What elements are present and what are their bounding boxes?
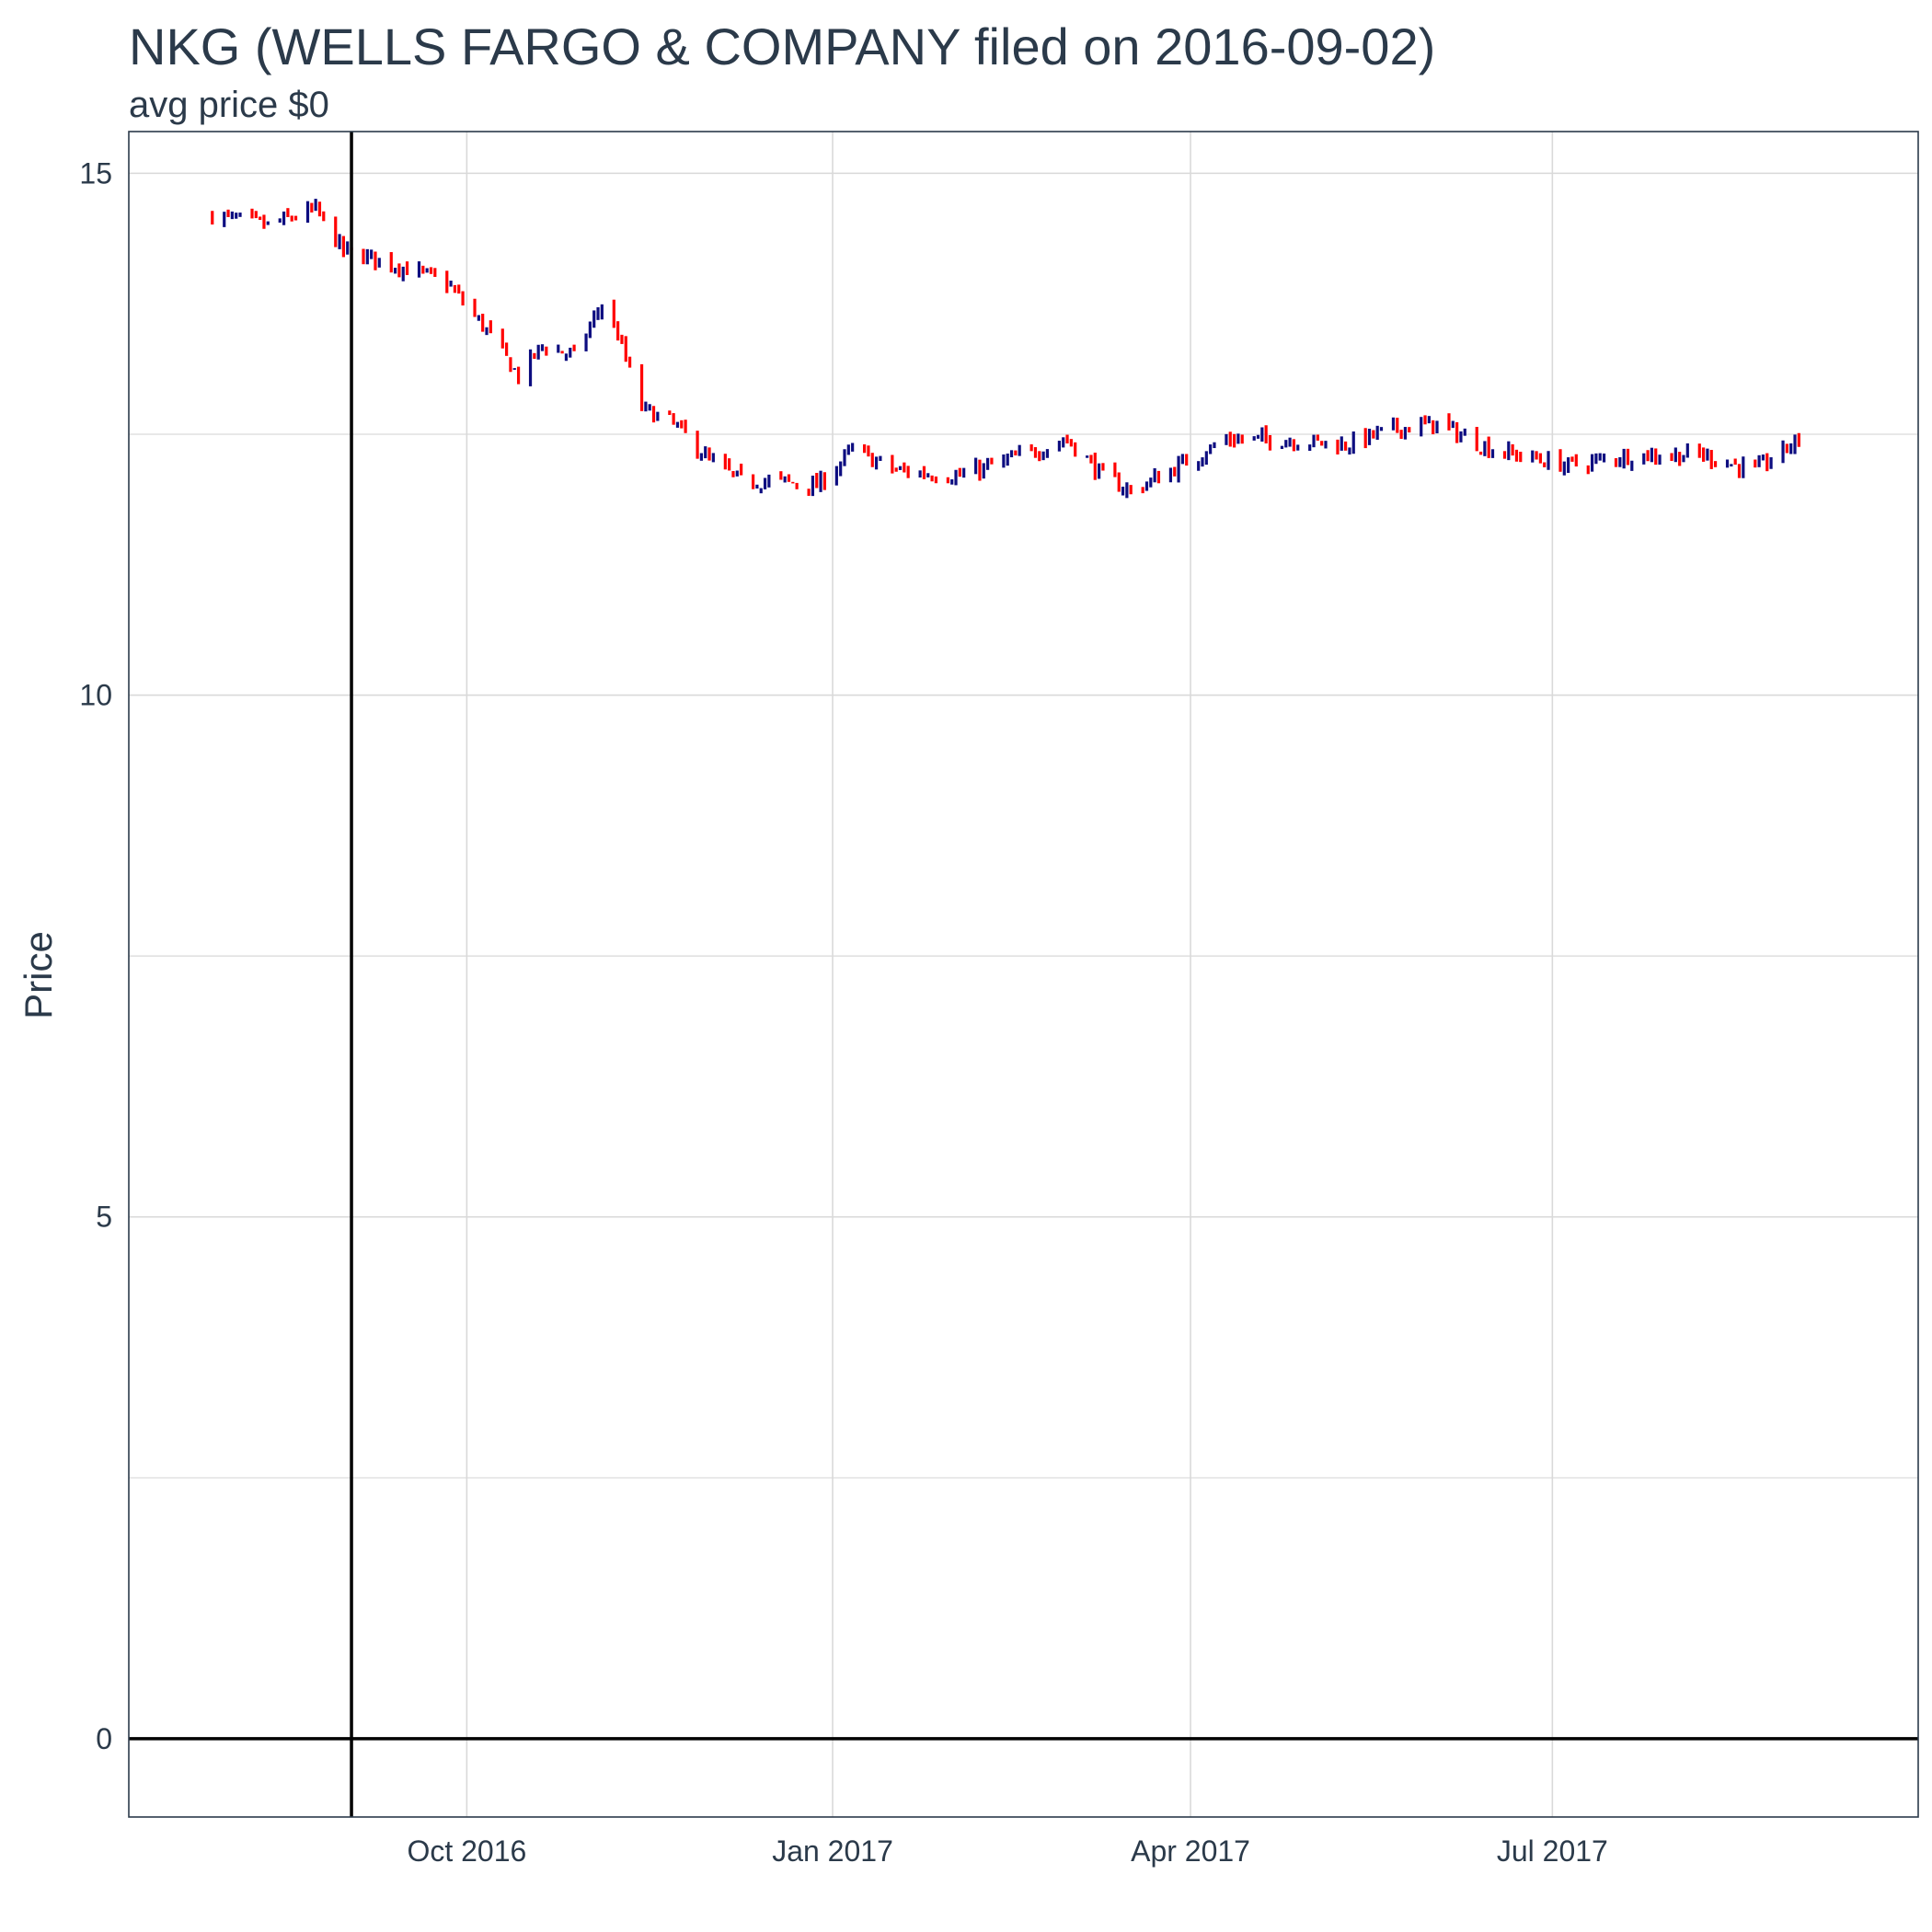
x-tick-label: Oct 2016: [407, 1834, 526, 1868]
chart-title: NKG (WELLS FARGO & COMPANY filed on 2016…: [129, 17, 1436, 75]
chart-subtitle: avg price $0: [129, 85, 329, 125]
x-tick-label: Apr 2017: [1131, 1834, 1250, 1868]
plot-border: [128, 131, 1919, 1818]
y-tick-label: 5: [96, 1201, 112, 1234]
x-tick-label: Jul 2017: [1497, 1834, 1608, 1868]
x-tick-label: Jan 2017: [772, 1834, 893, 1868]
y-tick-label: 10: [79, 679, 112, 712]
y-tick-label: 0: [96, 1722, 112, 1755]
y-tick-label: 15: [79, 156, 112, 190]
